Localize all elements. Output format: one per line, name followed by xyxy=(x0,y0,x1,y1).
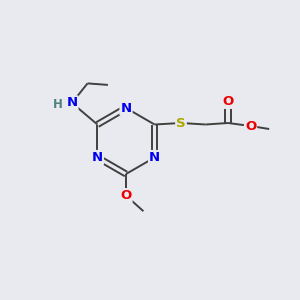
Text: O: O xyxy=(223,95,234,108)
Text: N: N xyxy=(120,101,132,115)
Text: H: H xyxy=(52,98,62,111)
Text: N: N xyxy=(66,96,77,110)
Text: S: S xyxy=(176,116,186,130)
Text: O: O xyxy=(245,119,256,133)
Text: N: N xyxy=(92,151,103,164)
Text: N: N xyxy=(149,151,160,164)
Text: O: O xyxy=(120,189,132,202)
